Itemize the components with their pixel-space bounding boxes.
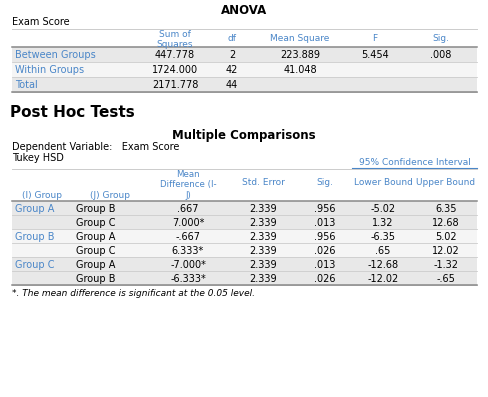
Text: 5.454: 5.454 xyxy=(360,50,388,60)
Text: Dependent Variable:   Exam Score: Dependent Variable: Exam Score xyxy=(12,142,179,152)
Text: Group B: Group B xyxy=(76,204,115,214)
Text: 2.339: 2.339 xyxy=(249,218,276,228)
Text: Total: Total xyxy=(15,80,38,90)
Bar xyxy=(12,257,476,271)
Text: 2.339: 2.339 xyxy=(249,204,276,214)
Text: 95% Confidence Interval: 95% Confidence Interval xyxy=(358,158,469,167)
Text: 2: 2 xyxy=(228,50,235,60)
Text: Upper Bound: Upper Bound xyxy=(416,178,475,187)
Text: 2.339: 2.339 xyxy=(249,260,276,270)
Text: 42: 42 xyxy=(225,65,238,75)
Text: 1724.000: 1724.000 xyxy=(152,65,198,75)
Text: .013: .013 xyxy=(314,218,335,228)
Text: 2.339: 2.339 xyxy=(249,232,276,242)
Text: (J) Group: (J) Group xyxy=(90,191,130,200)
Text: Group C: Group C xyxy=(76,246,115,256)
Text: Group A: Group A xyxy=(15,204,54,214)
Text: .65: .65 xyxy=(375,246,390,256)
Text: -12.02: -12.02 xyxy=(366,274,398,284)
Text: -6.333*: -6.333* xyxy=(170,274,205,284)
Text: Group C: Group C xyxy=(76,218,115,228)
Text: 1.32: 1.32 xyxy=(371,218,393,228)
Text: -.65: -.65 xyxy=(436,274,454,284)
Text: .026: .026 xyxy=(314,274,335,284)
Text: 44: 44 xyxy=(225,80,238,90)
Text: 2.339: 2.339 xyxy=(249,274,276,284)
Text: Mean
Difference (I-
J): Mean Difference (I- J) xyxy=(160,170,216,200)
Text: -.667: -.667 xyxy=(175,232,200,242)
Text: ANOVA: ANOVA xyxy=(221,4,266,17)
Text: 12.02: 12.02 xyxy=(431,246,459,256)
Text: Sum of
Squares: Sum of Squares xyxy=(157,30,193,49)
Text: -7.000*: -7.000* xyxy=(170,260,205,270)
Bar xyxy=(12,62,476,77)
Text: .956: .956 xyxy=(314,232,335,242)
Text: 41.048: 41.048 xyxy=(283,65,316,75)
Text: 6.333*: 6.333* xyxy=(171,246,203,256)
Bar xyxy=(12,47,476,62)
Text: Multiple Comparisons: Multiple Comparisons xyxy=(172,129,315,142)
Text: Between Groups: Between Groups xyxy=(15,50,96,60)
Text: .013: .013 xyxy=(314,260,335,270)
Text: -12.68: -12.68 xyxy=(366,260,398,270)
Text: -6.35: -6.35 xyxy=(370,232,395,242)
Text: 7.000*: 7.000* xyxy=(171,218,204,228)
Text: Exam Score: Exam Score xyxy=(12,17,69,27)
Text: Group A: Group A xyxy=(76,260,115,270)
Text: .026: .026 xyxy=(314,246,335,256)
Bar xyxy=(12,77,476,92)
Text: df: df xyxy=(227,34,236,43)
Bar xyxy=(12,243,476,257)
Text: 2.339: 2.339 xyxy=(249,246,276,256)
Text: Lower Bound: Lower Bound xyxy=(353,178,411,187)
Text: Group A: Group A xyxy=(76,232,115,242)
Bar xyxy=(12,229,476,243)
Text: *. The mean difference is significant at the 0.05 level.: *. The mean difference is significant at… xyxy=(12,289,254,298)
Text: 6.35: 6.35 xyxy=(434,204,456,214)
Text: 2171.778: 2171.778 xyxy=(151,80,198,90)
Text: .956: .956 xyxy=(314,204,335,214)
Bar xyxy=(12,271,476,285)
Text: -1.32: -1.32 xyxy=(433,260,458,270)
Text: Tukey HSD: Tukey HSD xyxy=(12,153,64,163)
Text: -5.02: -5.02 xyxy=(370,204,395,214)
Bar xyxy=(12,215,476,229)
Text: Post Hoc Tests: Post Hoc Tests xyxy=(10,105,135,120)
Text: Group C: Group C xyxy=(15,260,54,270)
Text: (I) Group: (I) Group xyxy=(22,191,62,200)
Text: F: F xyxy=(372,34,377,43)
Text: 5.02: 5.02 xyxy=(434,232,456,242)
Text: .667: .667 xyxy=(177,204,198,214)
Text: Group B: Group B xyxy=(15,232,54,242)
Text: Sig.: Sig. xyxy=(316,178,333,187)
Text: Within Groups: Within Groups xyxy=(15,65,84,75)
Text: 12.68: 12.68 xyxy=(431,218,459,228)
Text: 447.778: 447.778 xyxy=(155,50,195,60)
Text: Mean Square: Mean Square xyxy=(270,34,329,43)
Bar xyxy=(12,201,476,215)
Text: .008: .008 xyxy=(429,50,451,60)
Text: Group B: Group B xyxy=(76,274,115,284)
Text: 223.889: 223.889 xyxy=(280,50,319,60)
Text: Std. Error: Std. Error xyxy=(241,178,284,187)
Text: Sig.: Sig. xyxy=(431,34,448,43)
